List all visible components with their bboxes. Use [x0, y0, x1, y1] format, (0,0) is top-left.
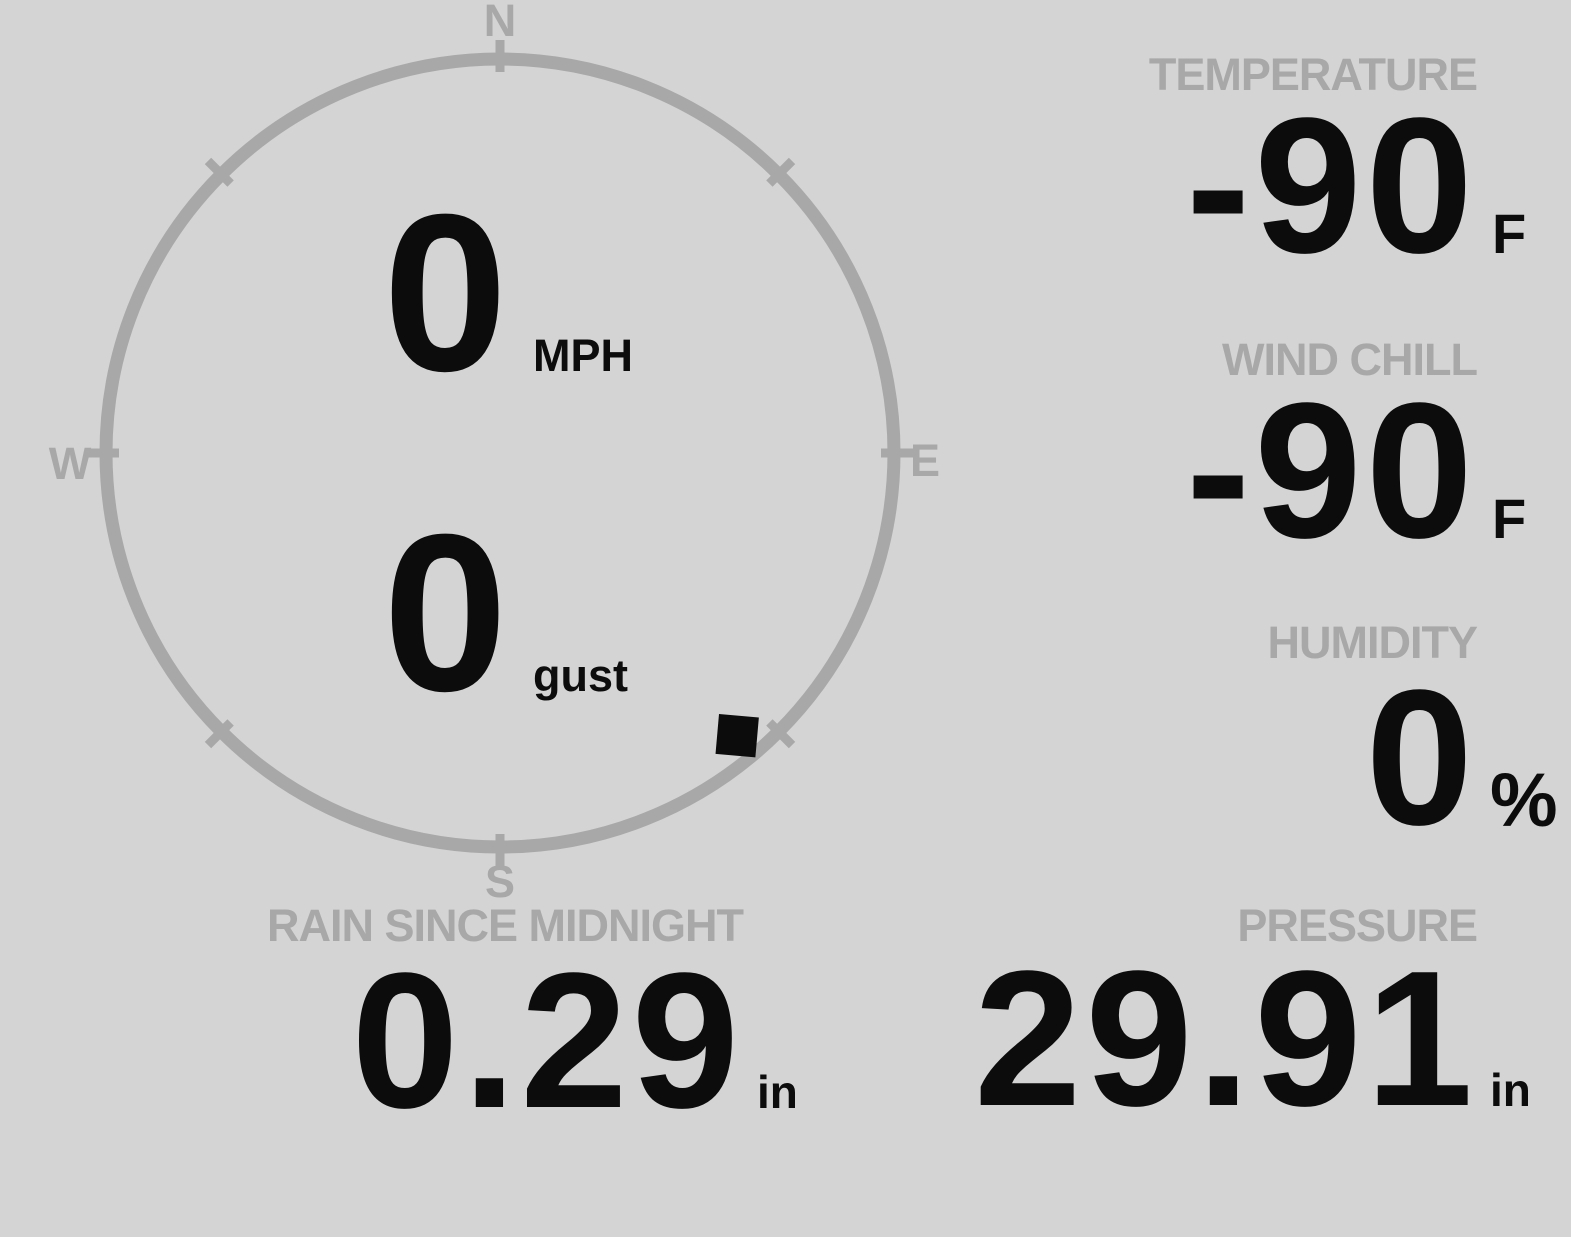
- compass-letter-east: E: [909, 435, 940, 486]
- wind-chill-unit: F: [1492, 487, 1527, 550]
- humidity-unit: %: [1490, 758, 1558, 843]
- wind-direction-marker: [715, 714, 759, 758]
- rain-unit: in: [757, 1066, 798, 1118]
- wind-chill-value: -90: [1186, 362, 1477, 578]
- wind-gust-value: 0: [383, 488, 508, 738]
- rain-label: RAIN SINCE MIDNIGHT: [267, 900, 744, 951]
- temperature-value: -90: [1186, 77, 1477, 293]
- compass-letter-north: N: [483, 0, 517, 46]
- wind-chill-label: WIND CHILL: [1222, 334, 1478, 385]
- humidity-label: HUMIDITY: [1267, 617, 1478, 668]
- wind-speed-value: 0: [383, 168, 508, 418]
- compass-letter-south: S: [484, 856, 515, 907]
- rain-value: 0.29: [351, 932, 743, 1148]
- wind-speed-unit: MPH: [533, 330, 633, 381]
- pressure-value: 29.91: [974, 930, 1477, 1146]
- temperature-label: TEMPERATURE: [1148, 49, 1478, 100]
- pressure-unit: in: [1490, 1064, 1531, 1116]
- pressure-label: PRESSURE: [1237, 900, 1478, 951]
- wind-gust-unit: gust: [533, 650, 628, 701]
- compass-ticks: [87, 40, 913, 866]
- temperature-unit: F: [1492, 202, 1527, 265]
- humidity-value: 0: [1365, 649, 1477, 865]
- compass-letter-west: W: [48, 438, 92, 489]
- wind-direction-diamond-icon: [715, 714, 759, 758]
